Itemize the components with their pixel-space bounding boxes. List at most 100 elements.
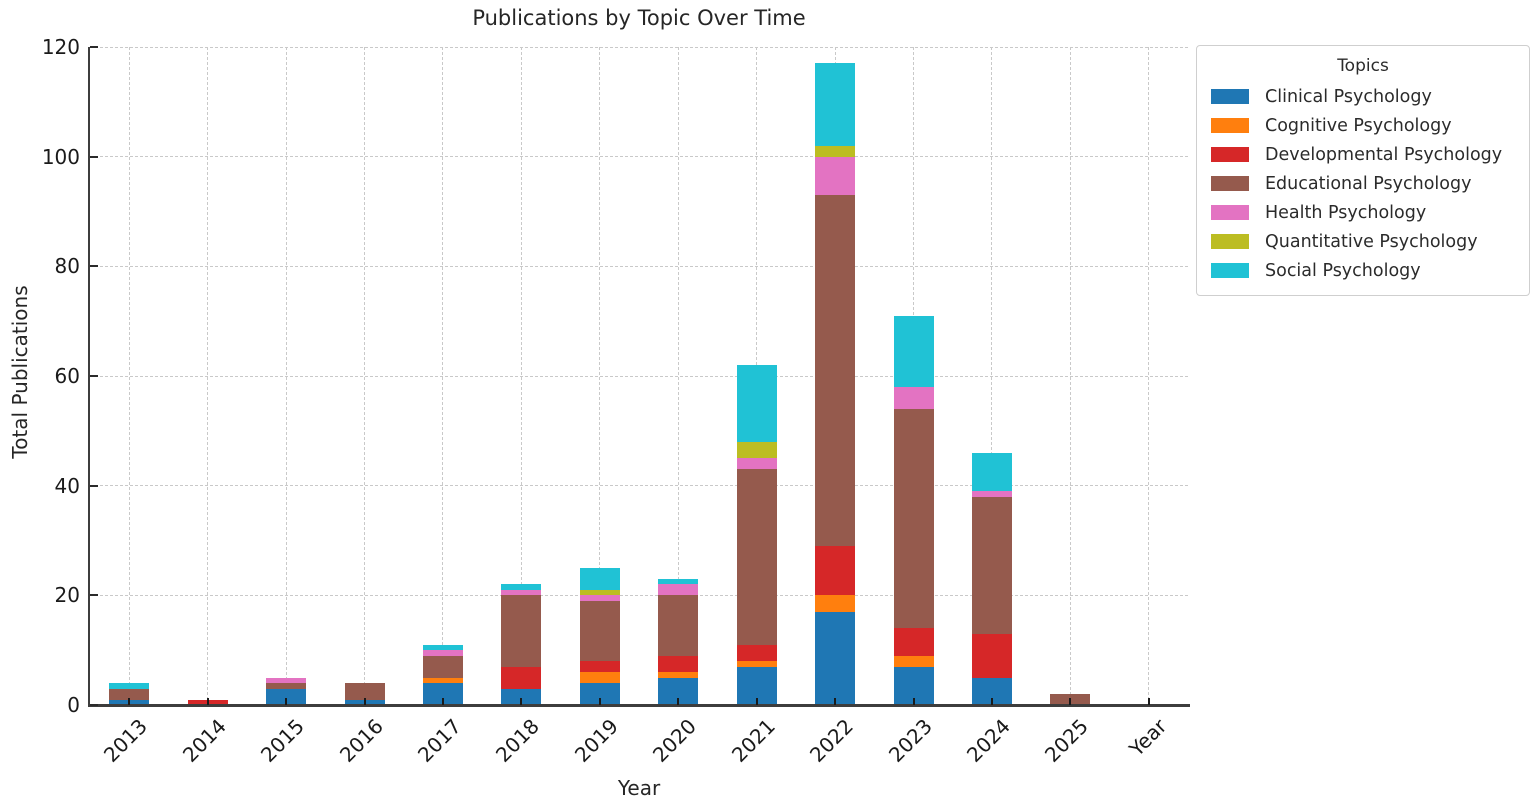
- v-gridline: [364, 47, 365, 705]
- v-gridline: [442, 47, 444, 705]
- x-tick-label: 2018: [491, 714, 545, 767]
- x-tick-mark: [441, 698, 444, 705]
- x-tick-label: 2016: [334, 714, 388, 767]
- x-tick-label: 2017: [412, 714, 466, 767]
- bar-segment: [501, 666, 542, 689]
- x-tick-label: 2021: [726, 714, 780, 767]
- x-tick-mark: [128, 698, 131, 705]
- bar-segment: [815, 611, 856, 705]
- x-tick-label: 2025: [1040, 714, 1094, 767]
- bar-segment: [658, 655, 699, 673]
- bar-segment: [344, 683, 385, 700]
- y-tick-mark: [90, 375, 98, 377]
- bar-segment: [893, 655, 934, 667]
- x-tick-mark: [1069, 698, 1072, 705]
- x-tick-label-wrap: 2020: [633, 714, 701, 767]
- x-tick-label: 2014: [177, 714, 231, 767]
- legend-label: Quantitative Psychology: [1265, 231, 1478, 252]
- legend-title: Topics: [1337, 56, 1389, 76]
- legend-label: Clinical Psychology: [1265, 86, 1432, 107]
- legend-label: Health Psychology: [1265, 202, 1427, 223]
- bar-segment: [736, 469, 777, 645]
- v-gridline: [128, 47, 130, 705]
- bar-segment: [815, 145, 856, 157]
- x-tick-mark: [363, 698, 366, 705]
- bar-segment: [109, 688, 150, 700]
- bar-segment: [971, 496, 1012, 634]
- legend-swatch: [1211, 205, 1249, 220]
- y-tick-mark: [90, 484, 98, 487]
- v-gridline: [599, 47, 601, 705]
- x-tick-label-wrap: 2013: [84, 714, 152, 767]
- bar-segment: [501, 688, 542, 705]
- bar-segment: [579, 661, 620, 673]
- x-tick-label-wrap: 2014: [163, 714, 231, 767]
- legend-item: Quantitative Psychology: [1207, 227, 1519, 256]
- bar-segment: [893, 628, 934, 656]
- legend-swatch: [1211, 118, 1249, 133]
- x-tick-mark: [1147, 698, 1150, 705]
- bar-segment: [971, 452, 1012, 492]
- bar-segment: [579, 672, 620, 684]
- legend-swatch: [1211, 234, 1249, 249]
- legend-swatch: [1211, 89, 1249, 104]
- x-tick-label-wrap: 2017: [398, 714, 466, 767]
- y-tick-label: 80: [54, 254, 80, 279]
- v-gridline: [520, 47, 522, 705]
- bar-segment: [815, 545, 856, 596]
- x-tick-label-wrap: 2023: [869, 714, 937, 767]
- x-tick-mark: [677, 698, 680, 705]
- bar-segment: [971, 491, 1012, 497]
- y-tick-label: 0: [67, 693, 80, 717]
- bar-segment: [815, 63, 856, 146]
- x-tick-label: 2022: [805, 714, 859, 767]
- bar-segment: [579, 589, 620, 596]
- x-tick-mark: [912, 698, 915, 705]
- h-gridline: [90, 485, 1188, 487]
- h-gridline: [90, 46, 1188, 48]
- x-tick-label: Year: [1124, 714, 1172, 761]
- bar-segment: [422, 644, 463, 651]
- bar-segment: [736, 458, 777, 470]
- bar-segment: [815, 156, 856, 196]
- h-gridline: [90, 156, 1188, 158]
- x-tick-label-wrap: 2019: [555, 714, 623, 767]
- bar-segment: [579, 600, 620, 662]
- v-gridline: [1069, 47, 1071, 705]
- x-tick-label: 2013: [99, 714, 153, 767]
- x-tick-label: 2019: [569, 714, 623, 767]
- bar-segment: [736, 365, 777, 442]
- legend-label: Social Psychology: [1265, 260, 1421, 281]
- x-tick-mark: [520, 698, 523, 705]
- legend-item: Cognitive Psychology: [1207, 111, 1519, 140]
- v-gridline: [677, 47, 679, 705]
- legend-swatch: [1211, 176, 1249, 191]
- bar-segment: [422, 683, 463, 705]
- y-tick-mark: [90, 265, 98, 268]
- x-tick-label-wrap: 2016: [320, 714, 388, 767]
- bar-segment: [736, 661, 777, 667]
- legend-label: Cognitive Psychology: [1265, 115, 1452, 136]
- bar-segment: [658, 584, 699, 596]
- bar-segment: [893, 315, 934, 387]
- bar-segment: [579, 683, 620, 705]
- bar-segment: [266, 688, 307, 705]
- y-tick-label: 60: [54, 364, 80, 388]
- x-tick-label-wrap: 2024: [947, 714, 1015, 767]
- chart-title: Publications by Topic Over Time: [472, 6, 806, 30]
- x-tick-mark: [990, 698, 993, 705]
- x-tick-label: 2024: [961, 714, 1015, 767]
- v-gridline: [285, 47, 287, 705]
- y-tick-label: 100: [41, 144, 80, 169]
- v-gridline: [991, 47, 993, 705]
- legend-item: Developmental Psychology: [1207, 140, 1519, 169]
- bar-segment: [422, 650, 463, 656]
- legend-item: Health Psychology: [1207, 198, 1519, 227]
- bar-segment: [422, 655, 463, 678]
- bar-segment: [501, 595, 542, 667]
- bar-segment: [815, 195, 856, 546]
- bar-segment: [658, 578, 699, 585]
- h-gridline: [90, 265, 1188, 267]
- bar-segment: [579, 567, 620, 590]
